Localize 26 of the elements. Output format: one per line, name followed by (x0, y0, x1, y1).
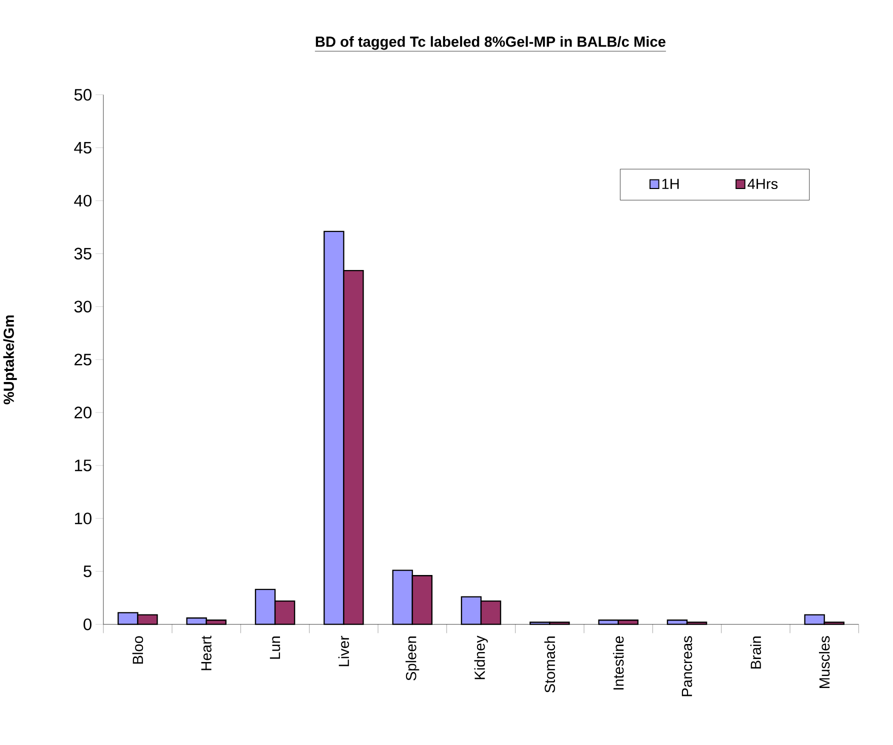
y-tick-label: 10 (74, 512, 92, 525)
x-tick-label: Stomach (544, 636, 556, 693)
x-tick-label: Lun (270, 636, 280, 660)
x-tick-label: Pancreas (682, 636, 692, 696)
legend-label: 1H (662, 179, 679, 190)
chart-title: BD of tagged Tc labeled 8%Gel-MP in BALB/c Mice (316, 36, 666, 50)
legend-label: 4Hrs (748, 179, 778, 190)
y-tick-label: 15 (74, 460, 92, 472)
y-tick-label: 25 (74, 354, 92, 366)
x-tick-label: Spleen (406, 636, 420, 681)
x-tick-label: Heart (201, 636, 212, 670)
y-tick-label: 5 (84, 566, 92, 578)
x-tick-label: Brain (750, 636, 762, 669)
y-tick-label: 35 (74, 248, 92, 260)
x-tick-label: Muscles (818, 636, 830, 688)
x-tick-label: Liver (338, 636, 350, 666)
y-tick-label: 45 (74, 142, 92, 154)
x-tick-label: Bloo (132, 636, 144, 664)
y-tick-label: 50 (74, 89, 92, 101)
y-tick-label: 0 (84, 618, 92, 630)
x-tick-label: Intestine (612, 636, 624, 690)
y-tick-label: 40 (74, 195, 92, 207)
y-axis-title: %Uptake/Gm (3, 316, 17, 404)
y-tick-label: 30 (74, 300, 92, 313)
x-tick-label: Kidney (474, 636, 488, 680)
y-tick-label: 20 (74, 406, 92, 419)
